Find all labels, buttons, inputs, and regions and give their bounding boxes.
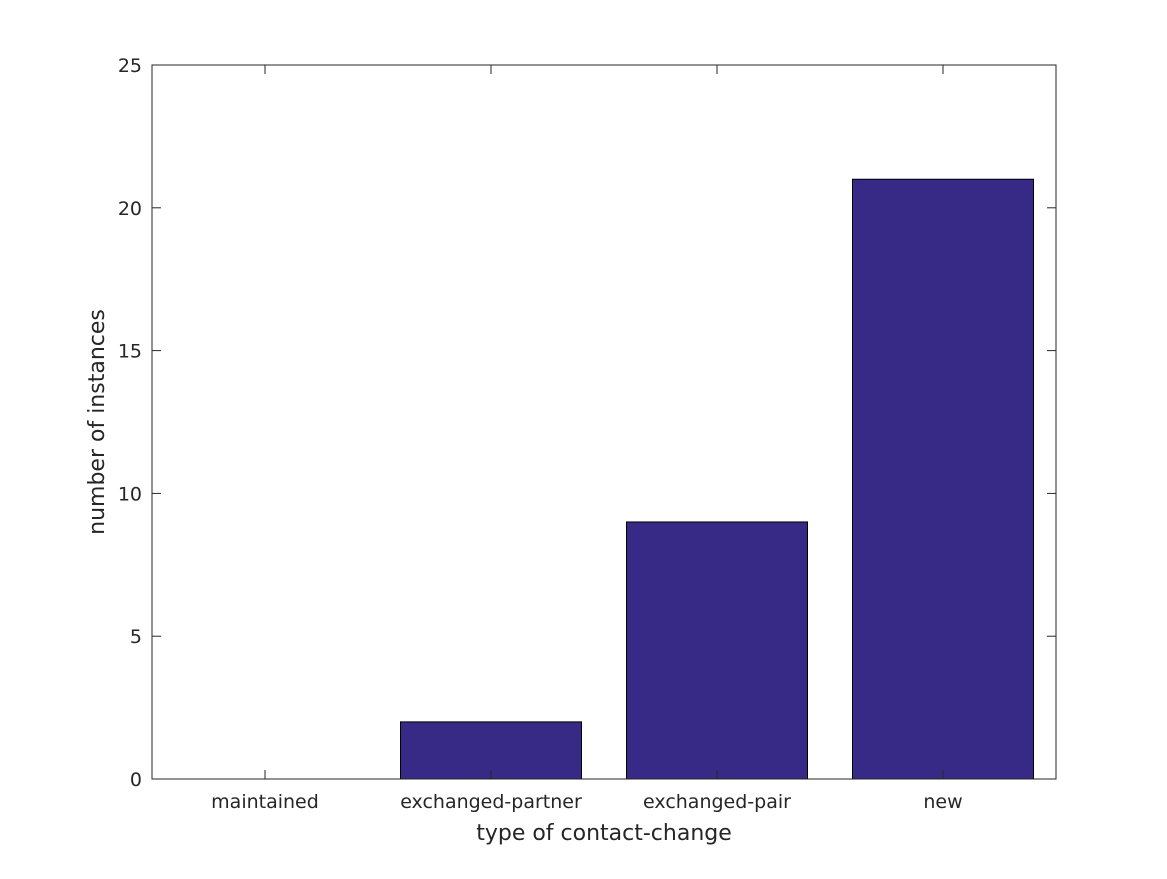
bar-exchanged-pair	[626, 521, 808, 780]
y-tick-label: 0	[130, 769, 142, 791]
bar-new	[852, 178, 1034, 780]
y-axis-label: number of instances	[85, 309, 110, 535]
y-tick-label: 5	[130, 626, 142, 648]
y-axis-ticks: 0 5 10 15 20 25	[118, 55, 1056, 791]
x-tick-label-exchanged-pair: exchanged-pair	[643, 791, 791, 813]
x-tick-label-maintained: maintained	[211, 791, 319, 813]
bars-layer	[400, 178, 1034, 780]
x-axis-label: type of contact-change	[476, 821, 732, 846]
y-tick-label: 10	[118, 483, 142, 505]
plot-area-frame	[151, 64, 1057, 780]
y-tick-label: 25	[118, 55, 142, 77]
axes-layer	[151, 64, 1057, 780]
y-tick-label: 15	[118, 341, 142, 363]
x-tick-label-new: new	[923, 791, 962, 813]
x-axis-ticks: maintained exchanged-partner exchanged-pai…	[211, 65, 963, 813]
y-tick-label: 20	[118, 198, 142, 220]
bar-exchanged-partner	[400, 721, 582, 780]
x-tick-label-exchanged-partner: exchanged-partner	[400, 791, 582, 813]
